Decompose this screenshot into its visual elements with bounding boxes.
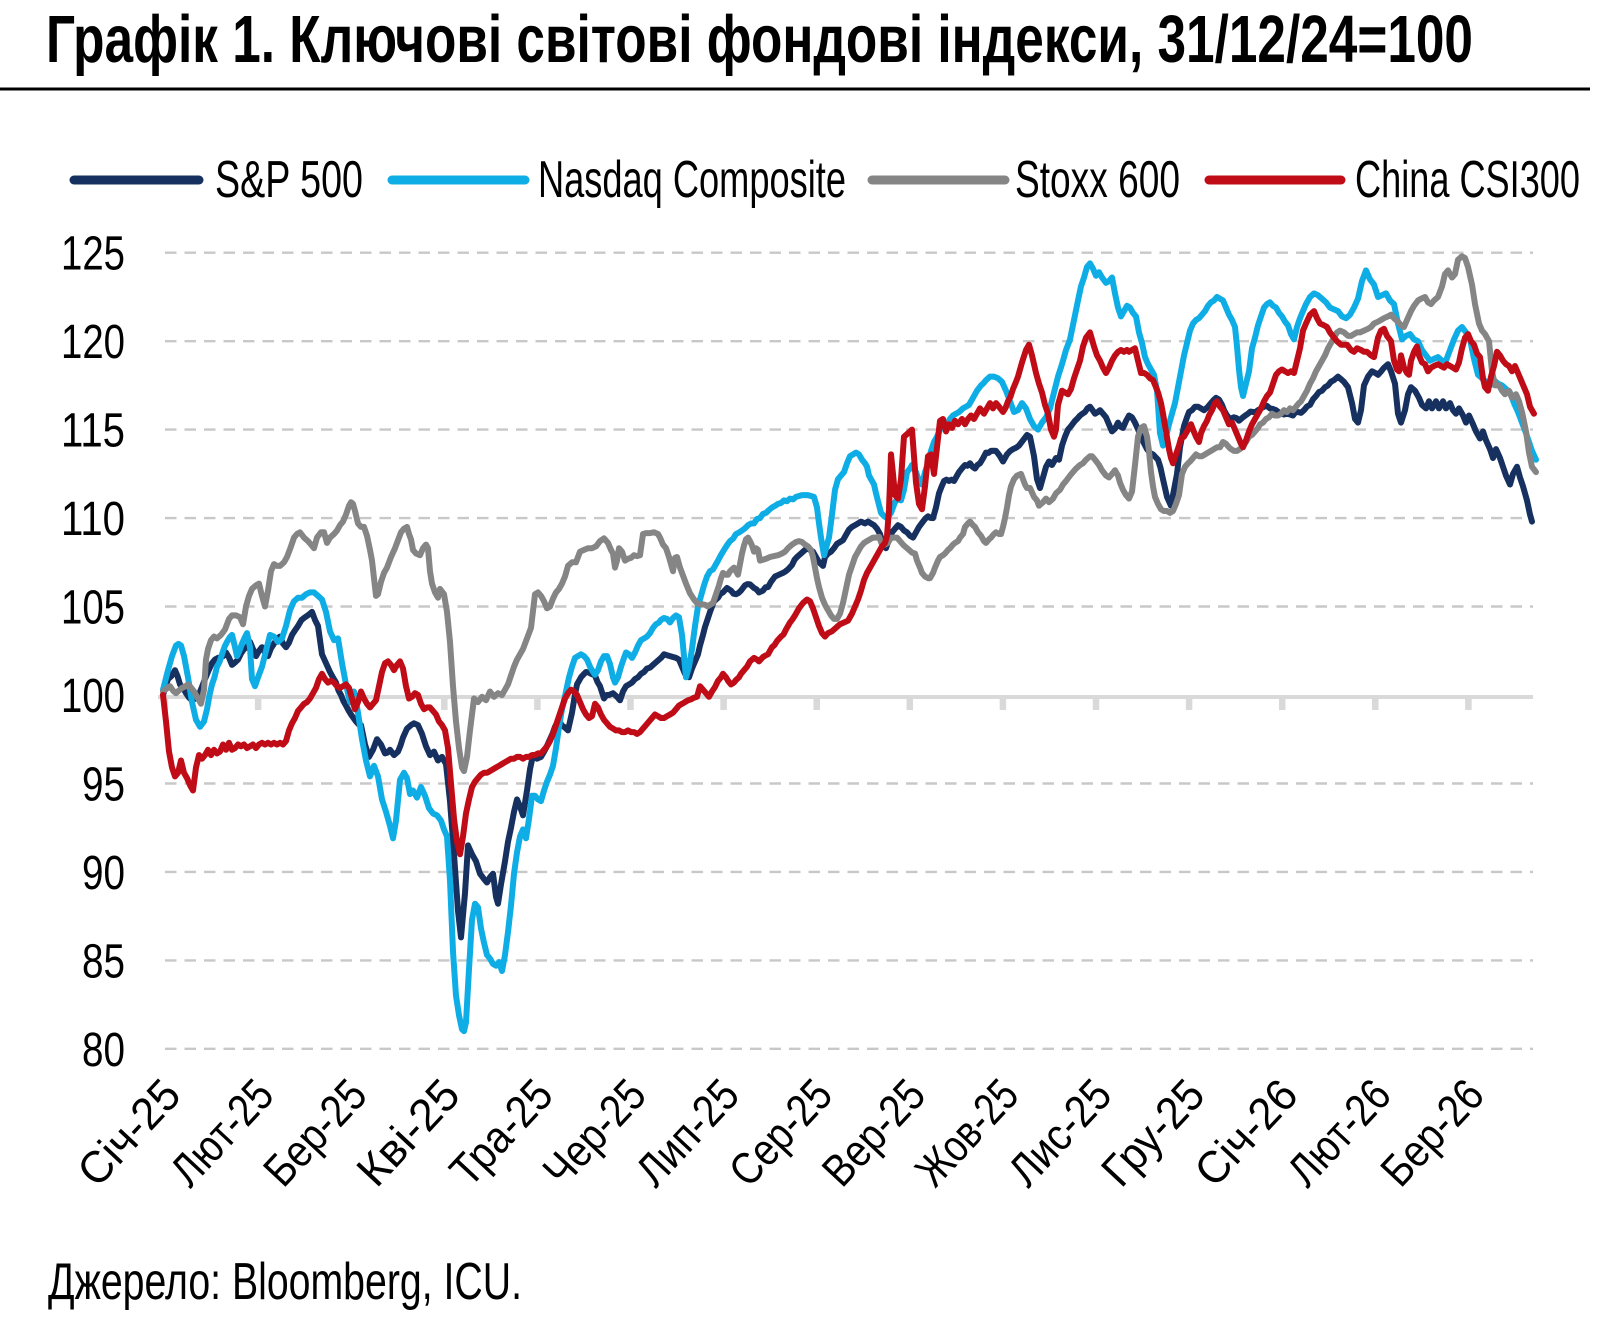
svg-text:120: 120 [61, 316, 125, 369]
svg-text:115: 115 [61, 405, 125, 458]
svg-text:80: 80 [82, 1024, 125, 1077]
svg-text:85: 85 [82, 935, 125, 988]
svg-text:Nasdaq Composite: Nasdaq Composite [538, 151, 846, 209]
svg-text:Джерело: Bloomberg, ICU.: Джерело: Bloomberg, ICU. [48, 1253, 522, 1311]
svg-text:100: 100 [61, 670, 125, 723]
svg-text:90: 90 [82, 847, 125, 900]
svg-text:Графік 1. Ключові світові фонд: Графік 1. Ключові світові фондові індекс… [46, 2, 1473, 77]
svg-text:125: 125 [61, 228, 125, 281]
svg-text:Stoxx 600: Stoxx 600 [1015, 151, 1180, 209]
svg-text:95: 95 [82, 759, 125, 812]
svg-text:S&P 500: S&P 500 [215, 151, 363, 209]
svg-text:105: 105 [61, 582, 125, 635]
svg-text:China CSI300: China CSI300 [1355, 151, 1580, 209]
svg-text:110: 110 [61, 493, 125, 546]
